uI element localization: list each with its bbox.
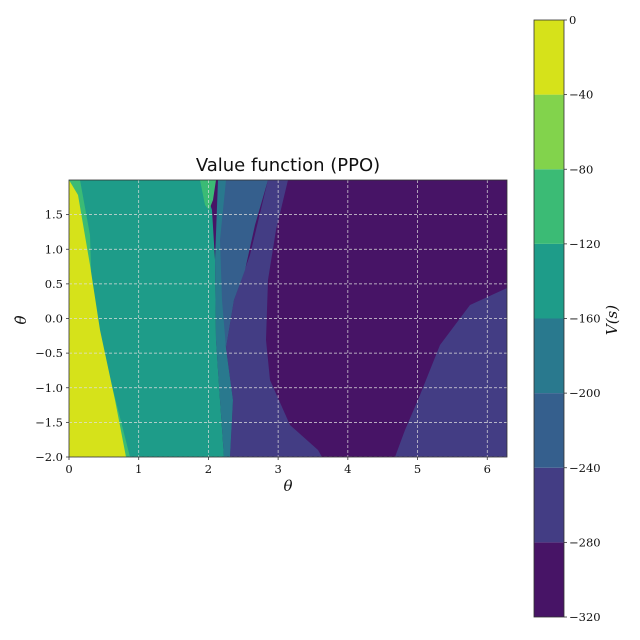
region-level-2	[218, 180, 268, 348]
colorbar-band	[534, 393, 564, 468]
x-axis: 0 1 2 3 4 5 6	[65, 457, 491, 476]
y-tick-label: −2.0	[35, 450, 63, 464]
chart-title: Value function (PPO)	[196, 155, 380, 176]
colorbar-band	[534, 169, 564, 244]
colorbar-tick-label: −320	[569, 610, 601, 624]
x-tick-label: 6	[484, 462, 491, 476]
colorbar-tick-label: −120	[569, 237, 601, 251]
colorbar-band	[534, 20, 564, 95]
x-tick-label: 2	[205, 462, 212, 476]
colorbar-tick-label: −40	[569, 88, 593, 102]
x-tick-label: 0	[65, 462, 72, 476]
colorbar-tick-label: 0	[569, 13, 576, 27]
y-tick-label: −1.0	[35, 381, 63, 395]
y-tick-label: 1.0	[45, 242, 63, 256]
colorbar-band	[534, 542, 564, 617]
x-tick-label: 5	[414, 462, 421, 476]
colorbar-band	[534, 243, 564, 319]
colorbar-band	[534, 94, 564, 170]
x-tick-label: 3	[274, 462, 281, 476]
y-tick-label: −0.5	[35, 346, 63, 360]
colorbar-label: V(s)	[603, 305, 621, 335]
x-tick-label: 1	[135, 462, 142, 476]
colorbar-band	[534, 467, 564, 543]
colorbar-band	[534, 318, 564, 394]
y-tick-label: 0.5	[45, 277, 63, 291]
colorbar-tick-label: −280	[569, 535, 601, 549]
x-axis-label: θ	[283, 477, 292, 495]
y-tick-label: 0.0	[45, 312, 63, 326]
y-tick-label: 1.5	[45, 208, 63, 222]
y-axis: −2.0 −1.5 −1.0 −0.5 0.0 0.5 1.0 1.5	[35, 208, 69, 464]
colorbar-tick-label: −80	[569, 162, 593, 176]
x-tick-label: 4	[344, 462, 351, 476]
colorbar-tick-label: −240	[569, 461, 601, 475]
y-tick-label: −1.5	[35, 415, 63, 429]
y-axis-label: θ̇	[12, 315, 30, 324]
colorbar-tick-label: −160	[569, 312, 601, 326]
colorbar: −320 −280 −240 −200 −160 −120 −80 −40 0	[533, 13, 601, 624]
colorbar-tick-label: −200	[569, 386, 601, 400]
